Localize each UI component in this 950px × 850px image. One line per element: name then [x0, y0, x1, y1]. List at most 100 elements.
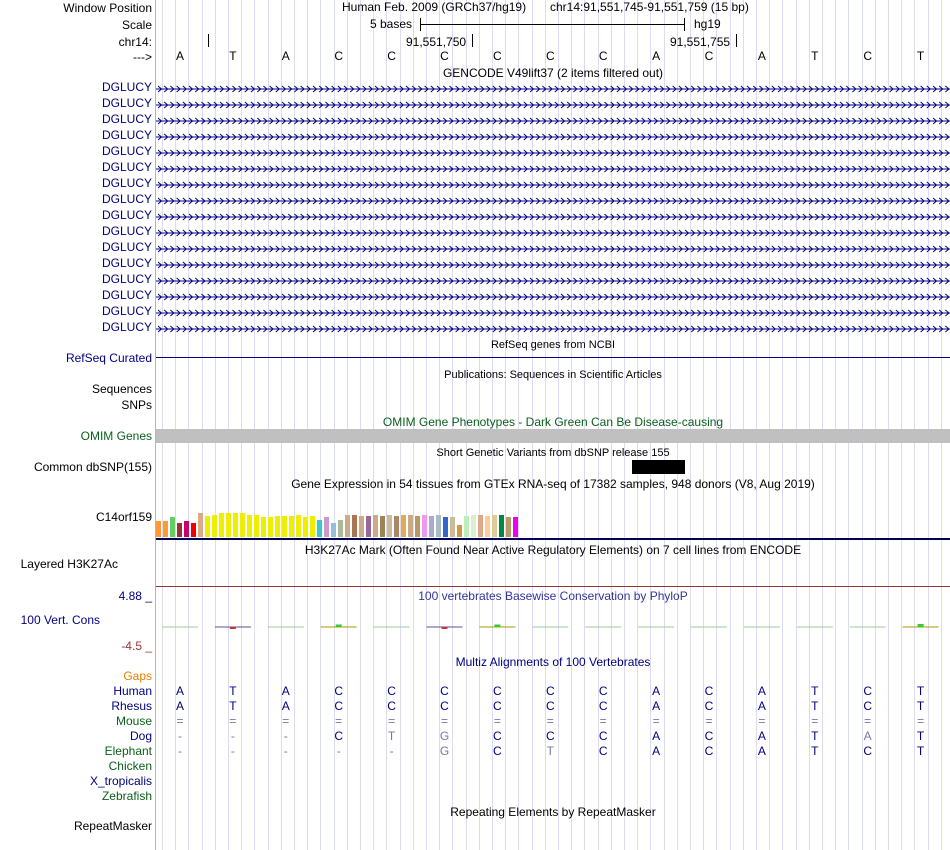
- gtex-tissue-bar[interactable]: [289, 516, 294, 537]
- gtex-tissue-bar[interactable]: [282, 516, 287, 537]
- gtex-tissue-bar[interactable]: [275, 516, 280, 537]
- phylop-track[interactable]: [156, 600, 950, 650]
- gencode-item-label[interactable]: DGLUCY: [101, 320, 152, 334]
- gencode-transcript[interactable]: [156, 259, 950, 269]
- gencode-item-label[interactable]: DGLUCY: [101, 272, 152, 286]
- gtex-tissue-bar[interactable]: [268, 517, 273, 537]
- gtex-tissue-bar[interactable]: [443, 517, 448, 537]
- gtex-tissue-bar[interactable]: [205, 516, 210, 537]
- gencode-transcript[interactable]: [156, 163, 950, 173]
- gencode-item-label[interactable]: DGLUCY: [101, 288, 152, 302]
- gencode-item-label[interactable]: DGLUCY: [101, 224, 152, 238]
- species-label[interactable]: Dog: [129, 729, 152, 743]
- gtex-tissue-bar[interactable]: [352, 515, 357, 537]
- gencode-item-label[interactable]: DGLUCY: [101, 192, 152, 206]
- gtex-tissue-bar[interactable]: [394, 516, 399, 537]
- gtex-tissue-bar[interactable]: [506, 517, 511, 537]
- refseq-label[interactable]: RefSeq Curated: [65, 351, 152, 365]
- species-label[interactable]: Human: [113, 684, 152, 698]
- gtex-tissue-bar[interactable]: [156, 521, 161, 537]
- gtex-tissue-bar[interactable]: [296, 515, 301, 537]
- gencode-transcript[interactable]: [156, 195, 950, 205]
- dbsnp-label[interactable]: Common dbSNP(155): [33, 460, 152, 474]
- gencode-item-label[interactable]: DGLUCY: [101, 240, 152, 254]
- gtex-tissue-bar[interactable]: [198, 513, 203, 537]
- gencode-transcript[interactable]: [156, 307, 950, 317]
- genome-browser-image[interactable]: Human Feb. 2009 (GRCh37/hg19) chr14:91,5…: [156, 0, 950, 850]
- species-label[interactable]: Zebrafish: [101, 789, 152, 803]
- gtex-tissue-bar[interactable]: [170, 517, 175, 537]
- gtex-tissue-bar[interactable]: [429, 516, 434, 537]
- gtex-tissue-bar[interactable]: [478, 515, 483, 537]
- snp-variant-block[interactable]: [632, 460, 685, 474]
- snps-label[interactable]: SNPs: [121, 398, 152, 412]
- gencode-item-label[interactable]: DGLUCY: [101, 176, 152, 190]
- gtex-tissue-bar[interactable]: [226, 513, 231, 537]
- gencode-transcript[interactable]: [156, 99, 950, 109]
- gtex-tissue-bar[interactable]: [513, 517, 518, 537]
- gencode-transcript[interactable]: [156, 147, 950, 157]
- gtex-tissue-bar[interactable]: [303, 517, 308, 537]
- gencode-transcript[interactable]: [156, 243, 950, 253]
- gencode-transcript[interactable]: [156, 275, 950, 285]
- gtex-tissue-bar[interactable]: [177, 523, 182, 537]
- h3k27ac-label[interactable]: Layered H3K27Ac: [20, 557, 118, 571]
- gtex-tissue-bar[interactable]: [485, 516, 490, 537]
- omim-gene-bar[interactable]: [156, 429, 950, 443]
- gtex-gene-label[interactable]: C14orf159: [95, 510, 152, 524]
- gencode-item-label[interactable]: DGLUCY: [101, 160, 152, 174]
- gtex-tissue-bar[interactable]: [422, 515, 427, 537]
- gtex-tissue-bar[interactable]: [331, 523, 336, 537]
- sequences-label[interactable]: Sequences: [91, 382, 152, 396]
- gtex-tissue-bar[interactable]: [219, 513, 224, 537]
- gencode-transcript[interactable]: [156, 131, 950, 141]
- gtex-tissue-bar[interactable]: [254, 515, 259, 537]
- species-label[interactable]: Chicken: [108, 759, 152, 773]
- gtex-tissue-bar[interactable]: [401, 515, 406, 537]
- gtex-bar-chart[interactable]: [156, 490, 556, 537]
- gencode-item-label[interactable]: DGLUCY: [101, 96, 152, 110]
- gtex-tissue-bar[interactable]: [324, 517, 329, 537]
- gtex-tissue-bar[interactable]: [191, 523, 196, 537]
- gencode-transcript[interactable]: [156, 291, 950, 301]
- gencode-item-label[interactable]: DGLUCY: [101, 256, 152, 270]
- gtex-tissue-bar[interactable]: [247, 515, 252, 537]
- gtex-tissue-bar[interactable]: [464, 516, 469, 537]
- gtex-tissue-bar[interactable]: [163, 521, 168, 537]
- gencode-transcript[interactable]: [156, 227, 950, 237]
- gtex-tissue-bar[interactable]: [317, 520, 322, 537]
- gtex-tissue-bar[interactable]: [450, 517, 455, 537]
- gencode-item-label[interactable]: DGLUCY: [101, 208, 152, 222]
- gencode-transcript[interactable]: [156, 323, 950, 333]
- gtex-tissue-bar[interactable]: [366, 516, 371, 537]
- gtex-tissue-bar[interactable]: [457, 525, 462, 537]
- species-label[interactable]: Elephant: [104, 744, 152, 758]
- gtex-tissue-bar[interactable]: [415, 516, 420, 537]
- gtex-tissue-bar[interactable]: [359, 516, 364, 537]
- gencode-transcript[interactable]: [156, 211, 950, 221]
- gencode-item-label[interactable]: DGLUCY: [101, 112, 152, 126]
- gencode-transcript[interactable]: [156, 83, 950, 93]
- gtex-tissue-bar[interactable]: [471, 515, 476, 537]
- refseq-gene-line[interactable]: [156, 357, 950, 358]
- strand-label[interactable]: --->: [133, 50, 152, 64]
- species-label[interactable]: Mouse: [115, 714, 152, 728]
- species-label[interactable]: X_tropicalis: [89, 774, 152, 788]
- gtex-tissue-bar[interactable]: [408, 515, 413, 537]
- gtex-tissue-bar[interactable]: [380, 516, 385, 537]
- gtex-tissue-bar[interactable]: [184, 521, 189, 537]
- gencode-item-label[interactable]: DGLUCY: [101, 128, 152, 142]
- gencode-item-label[interactable]: DGLUCY: [101, 80, 152, 94]
- gencode-transcript[interactable]: [156, 179, 950, 189]
- gtex-tissue-bar[interactable]: [492, 515, 497, 537]
- gtex-tissue-bar[interactable]: [345, 515, 350, 537]
- gtex-tissue-bar[interactable]: [261, 517, 266, 537]
- gencode-item-label[interactable]: DGLUCY: [101, 144, 152, 158]
- gtex-tissue-bar[interactable]: [233, 513, 238, 537]
- gtex-tissue-bar[interactable]: [310, 516, 315, 537]
- gtex-tissue-bar[interactable]: [436, 515, 441, 537]
- cons-label[interactable]: 100 Vert. Cons: [20, 613, 100, 627]
- gencode-item-label[interactable]: DGLUCY: [101, 304, 152, 318]
- gtex-tissue-bar[interactable]: [373, 515, 378, 537]
- gaps-label[interactable]: Gaps: [123, 669, 152, 683]
